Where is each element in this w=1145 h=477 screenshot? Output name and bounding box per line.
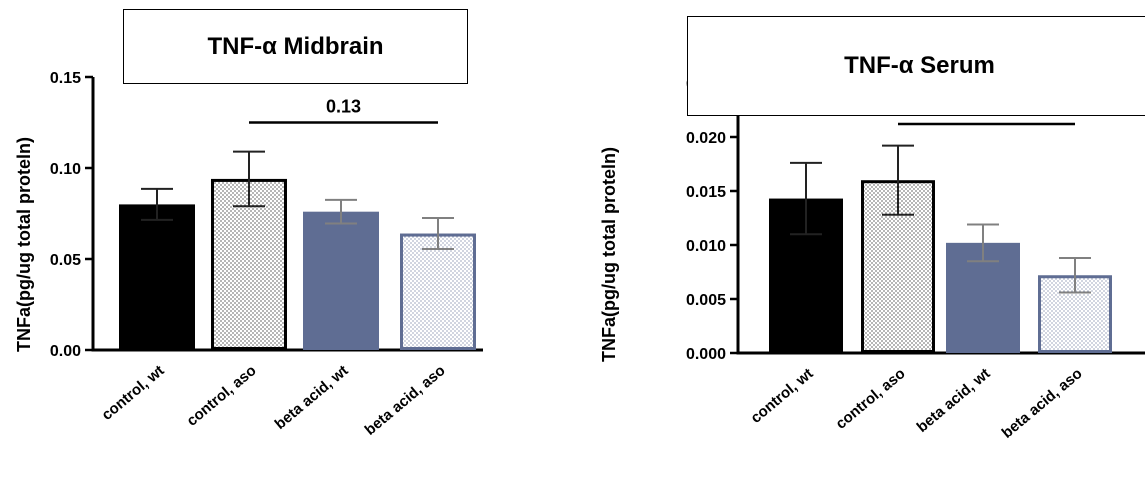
x-category-label: control, aso (833, 365, 909, 433)
y-tick-label: 0.010 (686, 238, 726, 255)
x-category-label: beta acid, wt (272, 362, 352, 433)
bar (211, 178, 287, 350)
y-tick-label: 0.15 (50, 70, 81, 87)
y-tick-label: 0.005 (686, 292, 726, 309)
x-category-label: beta acid, wt (914, 365, 994, 436)
y-tick-label: 0.000 (686, 346, 726, 363)
significance-label: 0.13 (326, 97, 361, 117)
x-category-label: beta acid, aso (999, 365, 1086, 442)
bar (400, 233, 476, 351)
bar (303, 211, 379, 350)
x-category-label: beta acid, aso (362, 362, 449, 439)
y-tick-label: 0.10 (50, 161, 81, 178)
bar (119, 204, 195, 350)
x-category-label: control, aso (184, 362, 260, 430)
y-tick-label: 0.015 (686, 184, 726, 201)
y-axis-label: TNFa(pg/ug total proteln) (14, 137, 34, 352)
chart-title: TNF-α Serum (687, 16, 1145, 116)
y-tick-label: 0.020 (686, 130, 726, 147)
x-category-label: control, wt (748, 365, 817, 427)
chart-title: TNF-α Midbrain (123, 9, 468, 84)
chart-panel-midbrain: 0.00 0.05 0.10 0.15 control, wt control, aso b… (0, 0, 560, 477)
x-category-label: control, wt (99, 362, 168, 424)
y-tick-label: 0.00 (50, 343, 81, 360)
y-tick-label: 0.05 (50, 252, 81, 269)
y-axis-label: TNFa(pg/ug total proteln) (599, 147, 619, 362)
